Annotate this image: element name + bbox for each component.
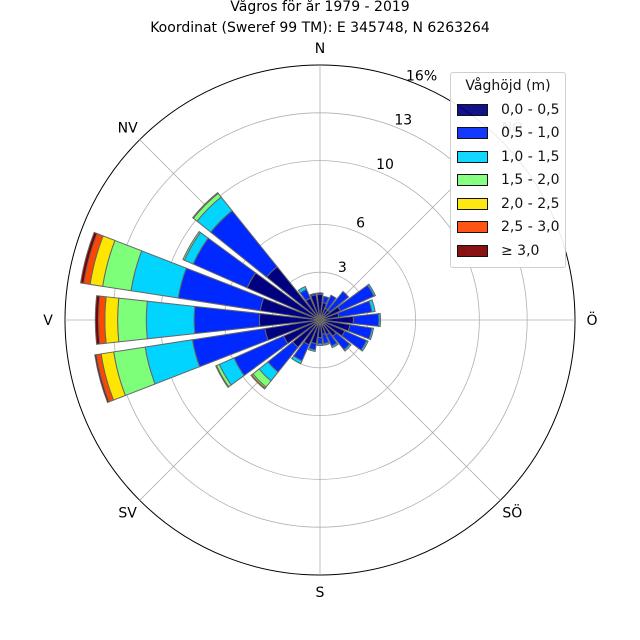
rose-bar-segment xyxy=(144,339,201,385)
legend-label: 1,5 - 2,0 xyxy=(501,172,560,189)
rose-bar-segment xyxy=(327,290,350,313)
legend-entry: 1,0 - 1,5 xyxy=(451,145,565,169)
rose-bar-segment xyxy=(215,365,230,388)
legend-swatch xyxy=(457,221,488,234)
legend-label: 2,5 - 3,0 xyxy=(501,219,560,236)
rose-bar-segment xyxy=(94,295,101,345)
rose-bar-segment xyxy=(316,336,324,345)
radial-tick-label: 3 xyxy=(338,260,347,276)
direction-label: V xyxy=(43,313,53,329)
legend-entry: 0,5 - 1,0 xyxy=(451,122,565,146)
rose-bar-segment xyxy=(117,297,148,343)
legend-label: ≥ 3,0 xyxy=(501,242,540,259)
rose-bar-segment xyxy=(360,339,369,352)
legend-entry: 0,0 - 0,5 xyxy=(451,98,565,122)
legend-swatch xyxy=(457,197,488,210)
legend-label: 0,5 - 1,0 xyxy=(501,125,560,142)
rose-bar-segment xyxy=(366,283,377,297)
legend-entry: 2,5 - 3,0 xyxy=(451,216,565,240)
rose-bar-segment xyxy=(368,299,376,313)
legend-label: 1,0 - 1,5 xyxy=(501,148,560,165)
rose-bar-segment xyxy=(307,347,316,353)
legend-label: 2,0 - 2,5 xyxy=(501,195,560,212)
rose-bar-segment xyxy=(80,231,98,284)
rose-bar-segment xyxy=(343,343,352,352)
chart-title: Vågros för år 1979 - 2019 xyxy=(230,0,410,15)
legend-entry: ≥ 3,0 xyxy=(451,239,565,263)
legend: Våghöjd (m) 0,0 - 0,5 0,5 - 1,0 1,0 - 1,5 1… xyxy=(450,72,566,268)
rose-bar-segment xyxy=(316,292,324,296)
legend-entry: 2,0 - 2,5 xyxy=(451,192,565,216)
radial-tick-label: 10 xyxy=(376,157,394,173)
rose-bar-segment xyxy=(330,342,339,349)
direction-label: SÖ xyxy=(502,503,522,521)
rose-bar-segment xyxy=(323,341,330,346)
rose-bar-segment xyxy=(368,327,375,341)
legend-entry: 1,5 - 2,0 xyxy=(451,169,565,193)
rose-bar-segment xyxy=(97,295,107,345)
direction-label: NV xyxy=(118,121,138,137)
rose-bar-segment xyxy=(145,300,196,340)
rose-bar-segment xyxy=(352,313,380,327)
legend-title: Våghöjd (m) xyxy=(465,78,551,94)
legend-swatch xyxy=(457,174,488,187)
legend-label: 0,0 - 0,5 xyxy=(501,101,560,118)
direction-label: SV xyxy=(118,505,137,521)
direction-label: S xyxy=(316,585,325,601)
grid-spoke xyxy=(319,319,501,501)
legend-swatch xyxy=(457,127,488,140)
rose-bar-segment xyxy=(309,292,317,297)
rose-bar-segment xyxy=(94,354,110,404)
rose-bar-segment xyxy=(193,305,261,335)
rose-bars xyxy=(80,191,382,404)
legend-swatch xyxy=(457,150,488,163)
rose-bar-segment xyxy=(191,191,219,219)
rose-bar-segment xyxy=(182,230,202,261)
chart-subtitle: Koordinat (Sweref 99 TM): E 345748, N 62… xyxy=(150,20,490,36)
rose-bar-segment xyxy=(322,295,330,305)
rose-bar-segment xyxy=(378,312,382,328)
radial-tick-labels: 3 6 10 13 16% xyxy=(338,68,437,275)
radial-tick-label: 13 xyxy=(394,113,412,129)
direction-label: Ö xyxy=(586,311,597,329)
rose-bar-segment xyxy=(324,294,337,311)
rose-bar-segment xyxy=(297,285,308,294)
rose-bar-segment xyxy=(104,296,120,344)
rose-bar-segment xyxy=(316,343,324,346)
radial-tick-label: 6 xyxy=(356,216,365,232)
legend-swatch xyxy=(457,103,488,116)
direction-label: N xyxy=(315,41,325,57)
radial-tick-label: 16% xyxy=(406,68,437,84)
legend-swatch xyxy=(457,244,488,257)
rose-bar-segment xyxy=(291,355,303,365)
rose-bar-segment xyxy=(250,374,266,390)
